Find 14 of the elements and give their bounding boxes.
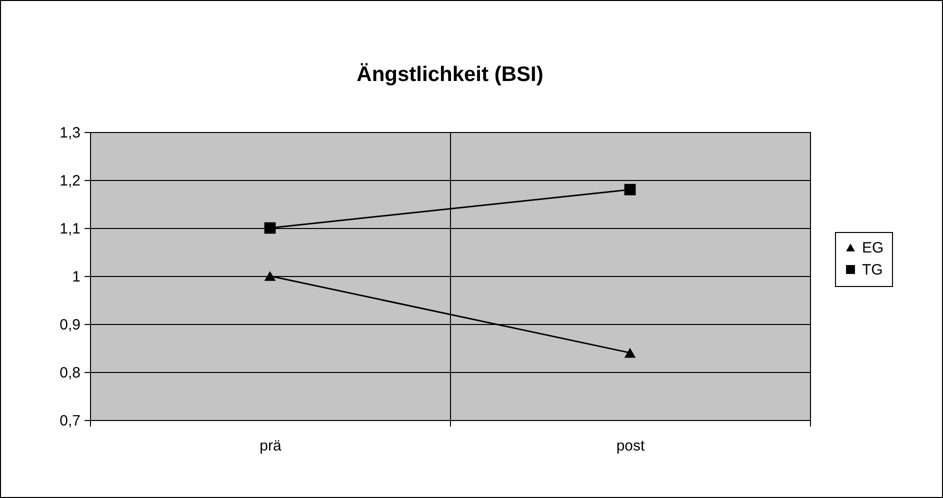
x-tick-label: post [616,438,646,454]
legend-label: TG [862,262,883,278]
chart-title: Ängstlichkeit (BSI) [356,63,544,86]
y-tick-label: 0,7 [60,412,80,430]
y-tick-label: 1,3 [60,124,80,142]
point [624,184,636,196]
y-tick-label: 1,1 [60,220,80,238]
y-tick-label: 0,8 [60,364,80,382]
y-tick-label: 1,2 [60,172,80,190]
point [264,222,276,234]
y-tick-label: 0,9 [60,316,80,334]
y-tick-label: 1 [72,268,80,286]
legend-label: EG [862,240,884,256]
x-tick-label: prä [260,438,282,454]
